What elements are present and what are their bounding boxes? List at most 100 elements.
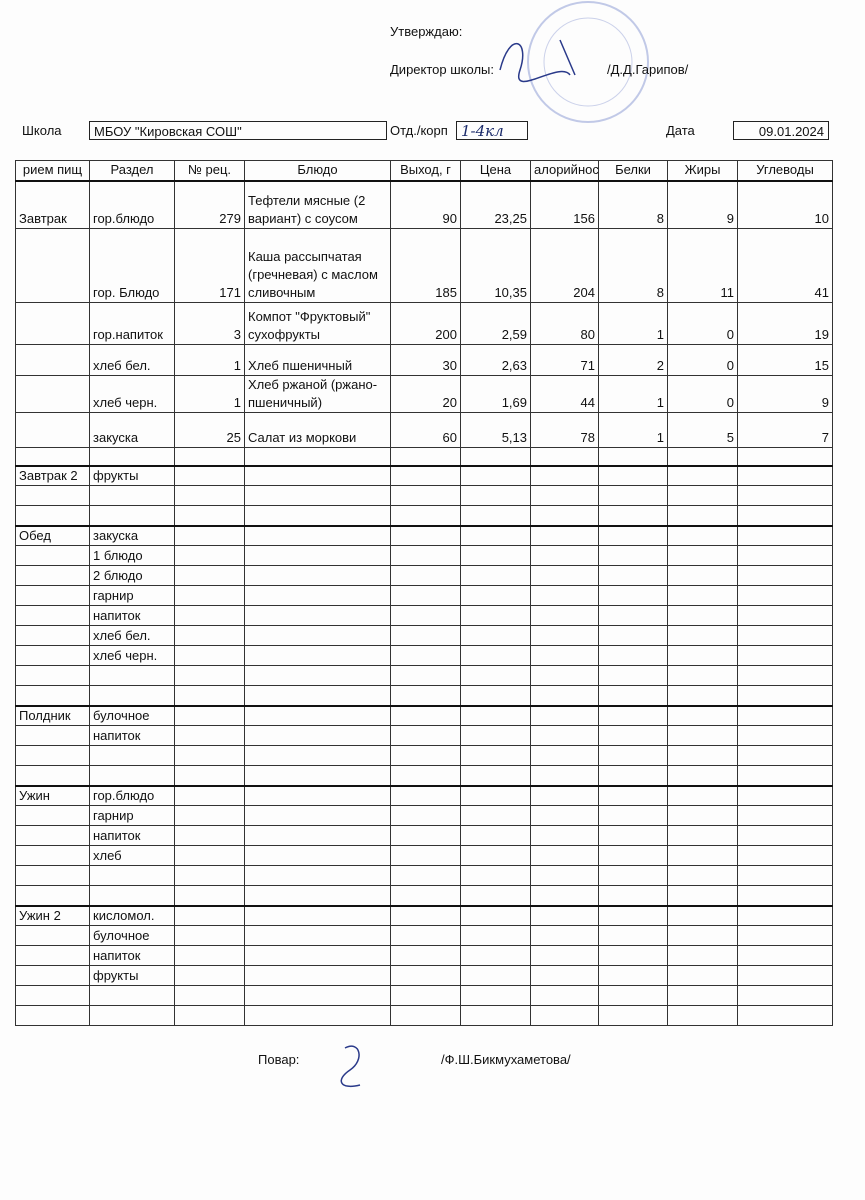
cell bbox=[598, 485, 668, 506]
cell bbox=[530, 505, 599, 526]
cell-section: гор.напиток bbox=[89, 302, 175, 345]
cell bbox=[174, 845, 245, 866]
dept-label: Отд./корп bbox=[390, 123, 448, 138]
cell bbox=[737, 625, 833, 646]
cell-price: 1,69 bbox=[460, 375, 531, 413]
cell-recipe: 3 bbox=[174, 302, 245, 345]
cell bbox=[390, 704, 461, 726]
cell-recipe: 25 bbox=[174, 412, 245, 448]
cell bbox=[15, 625, 90, 646]
cell bbox=[15, 865, 90, 886]
cell-kcal: 78 bbox=[530, 412, 599, 448]
cell bbox=[390, 885, 461, 906]
cell bbox=[244, 665, 391, 686]
cell-section: хлеб бел. bbox=[89, 625, 175, 646]
cell bbox=[89, 865, 175, 886]
cell bbox=[174, 665, 245, 686]
cell bbox=[737, 784, 833, 806]
cell bbox=[737, 765, 833, 786]
cell bbox=[737, 524, 833, 546]
cell-fat: 0 bbox=[667, 375, 738, 413]
cell bbox=[460, 985, 531, 1006]
cell-section: закуска bbox=[89, 524, 175, 546]
cell bbox=[530, 485, 599, 506]
cell bbox=[15, 605, 90, 626]
date: 09.01.2024 bbox=[733, 121, 829, 140]
cell bbox=[174, 805, 245, 826]
row: напиток bbox=[15, 945, 833, 966]
cell bbox=[667, 585, 738, 606]
cell bbox=[667, 765, 738, 786]
cell bbox=[737, 985, 833, 1006]
cell bbox=[737, 925, 833, 946]
row: Обед закуска bbox=[15, 524, 833, 546]
cell-dish: Хлеб ржаной (ржано-пшеничный) bbox=[244, 375, 391, 413]
cell bbox=[460, 545, 531, 566]
cell bbox=[15, 765, 90, 786]
cell bbox=[530, 885, 599, 906]
school: МБОУ "Кировская СОШ" bbox=[89, 121, 387, 140]
cell bbox=[530, 625, 599, 646]
row: гор.напиток 3 Компот "Фруктовый" сухофрукт… bbox=[15, 302, 833, 345]
cell bbox=[174, 925, 245, 946]
cell bbox=[530, 945, 599, 966]
cell bbox=[530, 965, 599, 986]
cell bbox=[89, 765, 175, 786]
school-label: Школа bbox=[22, 123, 62, 138]
cell-kcal: 80 bbox=[530, 302, 599, 345]
cell bbox=[460, 645, 531, 666]
row: напиток bbox=[15, 605, 833, 626]
cell-section: напиток bbox=[89, 605, 175, 626]
cell bbox=[15, 447, 90, 466]
cell bbox=[390, 665, 461, 686]
cell-yield: 90 bbox=[390, 179, 461, 229]
cell bbox=[174, 865, 245, 886]
cell bbox=[598, 845, 668, 866]
cell-dish: Каша рассыпчатая (гречневая) с маслом сл… bbox=[244, 228, 391, 303]
cell bbox=[390, 904, 461, 926]
cell-section: гор.блюдо bbox=[89, 179, 175, 229]
cell bbox=[460, 464, 531, 486]
cell bbox=[390, 845, 461, 866]
cell bbox=[174, 704, 245, 726]
cell bbox=[390, 825, 461, 846]
cell bbox=[15, 505, 90, 526]
cell bbox=[460, 904, 531, 926]
cell bbox=[667, 545, 738, 566]
row bbox=[15, 885, 833, 906]
cell bbox=[15, 945, 90, 966]
row bbox=[15, 745, 833, 766]
cell-section: булочное bbox=[89, 704, 175, 726]
cell bbox=[460, 485, 531, 506]
cell bbox=[15, 885, 90, 906]
cell-carbs: 10 bbox=[737, 179, 833, 229]
cell bbox=[174, 645, 245, 666]
cell bbox=[244, 505, 391, 526]
cell-section: 2 блюдо bbox=[89, 565, 175, 586]
cell bbox=[174, 524, 245, 546]
cell bbox=[530, 825, 599, 846]
cell bbox=[89, 745, 175, 766]
cell bbox=[737, 665, 833, 686]
column-header: рием пищ bbox=[15, 160, 90, 181]
cell bbox=[89, 985, 175, 1006]
cell bbox=[174, 965, 245, 986]
cell bbox=[667, 505, 738, 526]
cell bbox=[89, 685, 175, 706]
cell bbox=[737, 464, 833, 486]
cell bbox=[737, 565, 833, 586]
cell bbox=[460, 825, 531, 846]
cell-carbs: 19 bbox=[737, 302, 833, 345]
row: Ужин гор.блюдо bbox=[15, 784, 833, 806]
cell bbox=[174, 585, 245, 606]
row bbox=[15, 865, 833, 886]
cell bbox=[174, 625, 245, 646]
cell-recipe: 1 bbox=[174, 344, 245, 376]
row: 1 блюдо bbox=[15, 545, 833, 566]
cell bbox=[89, 665, 175, 686]
cell bbox=[460, 447, 531, 466]
cell bbox=[244, 485, 391, 506]
cell-section: хлеб bbox=[89, 845, 175, 866]
cell bbox=[15, 685, 90, 706]
meal-name: Обед bbox=[15, 524, 90, 546]
